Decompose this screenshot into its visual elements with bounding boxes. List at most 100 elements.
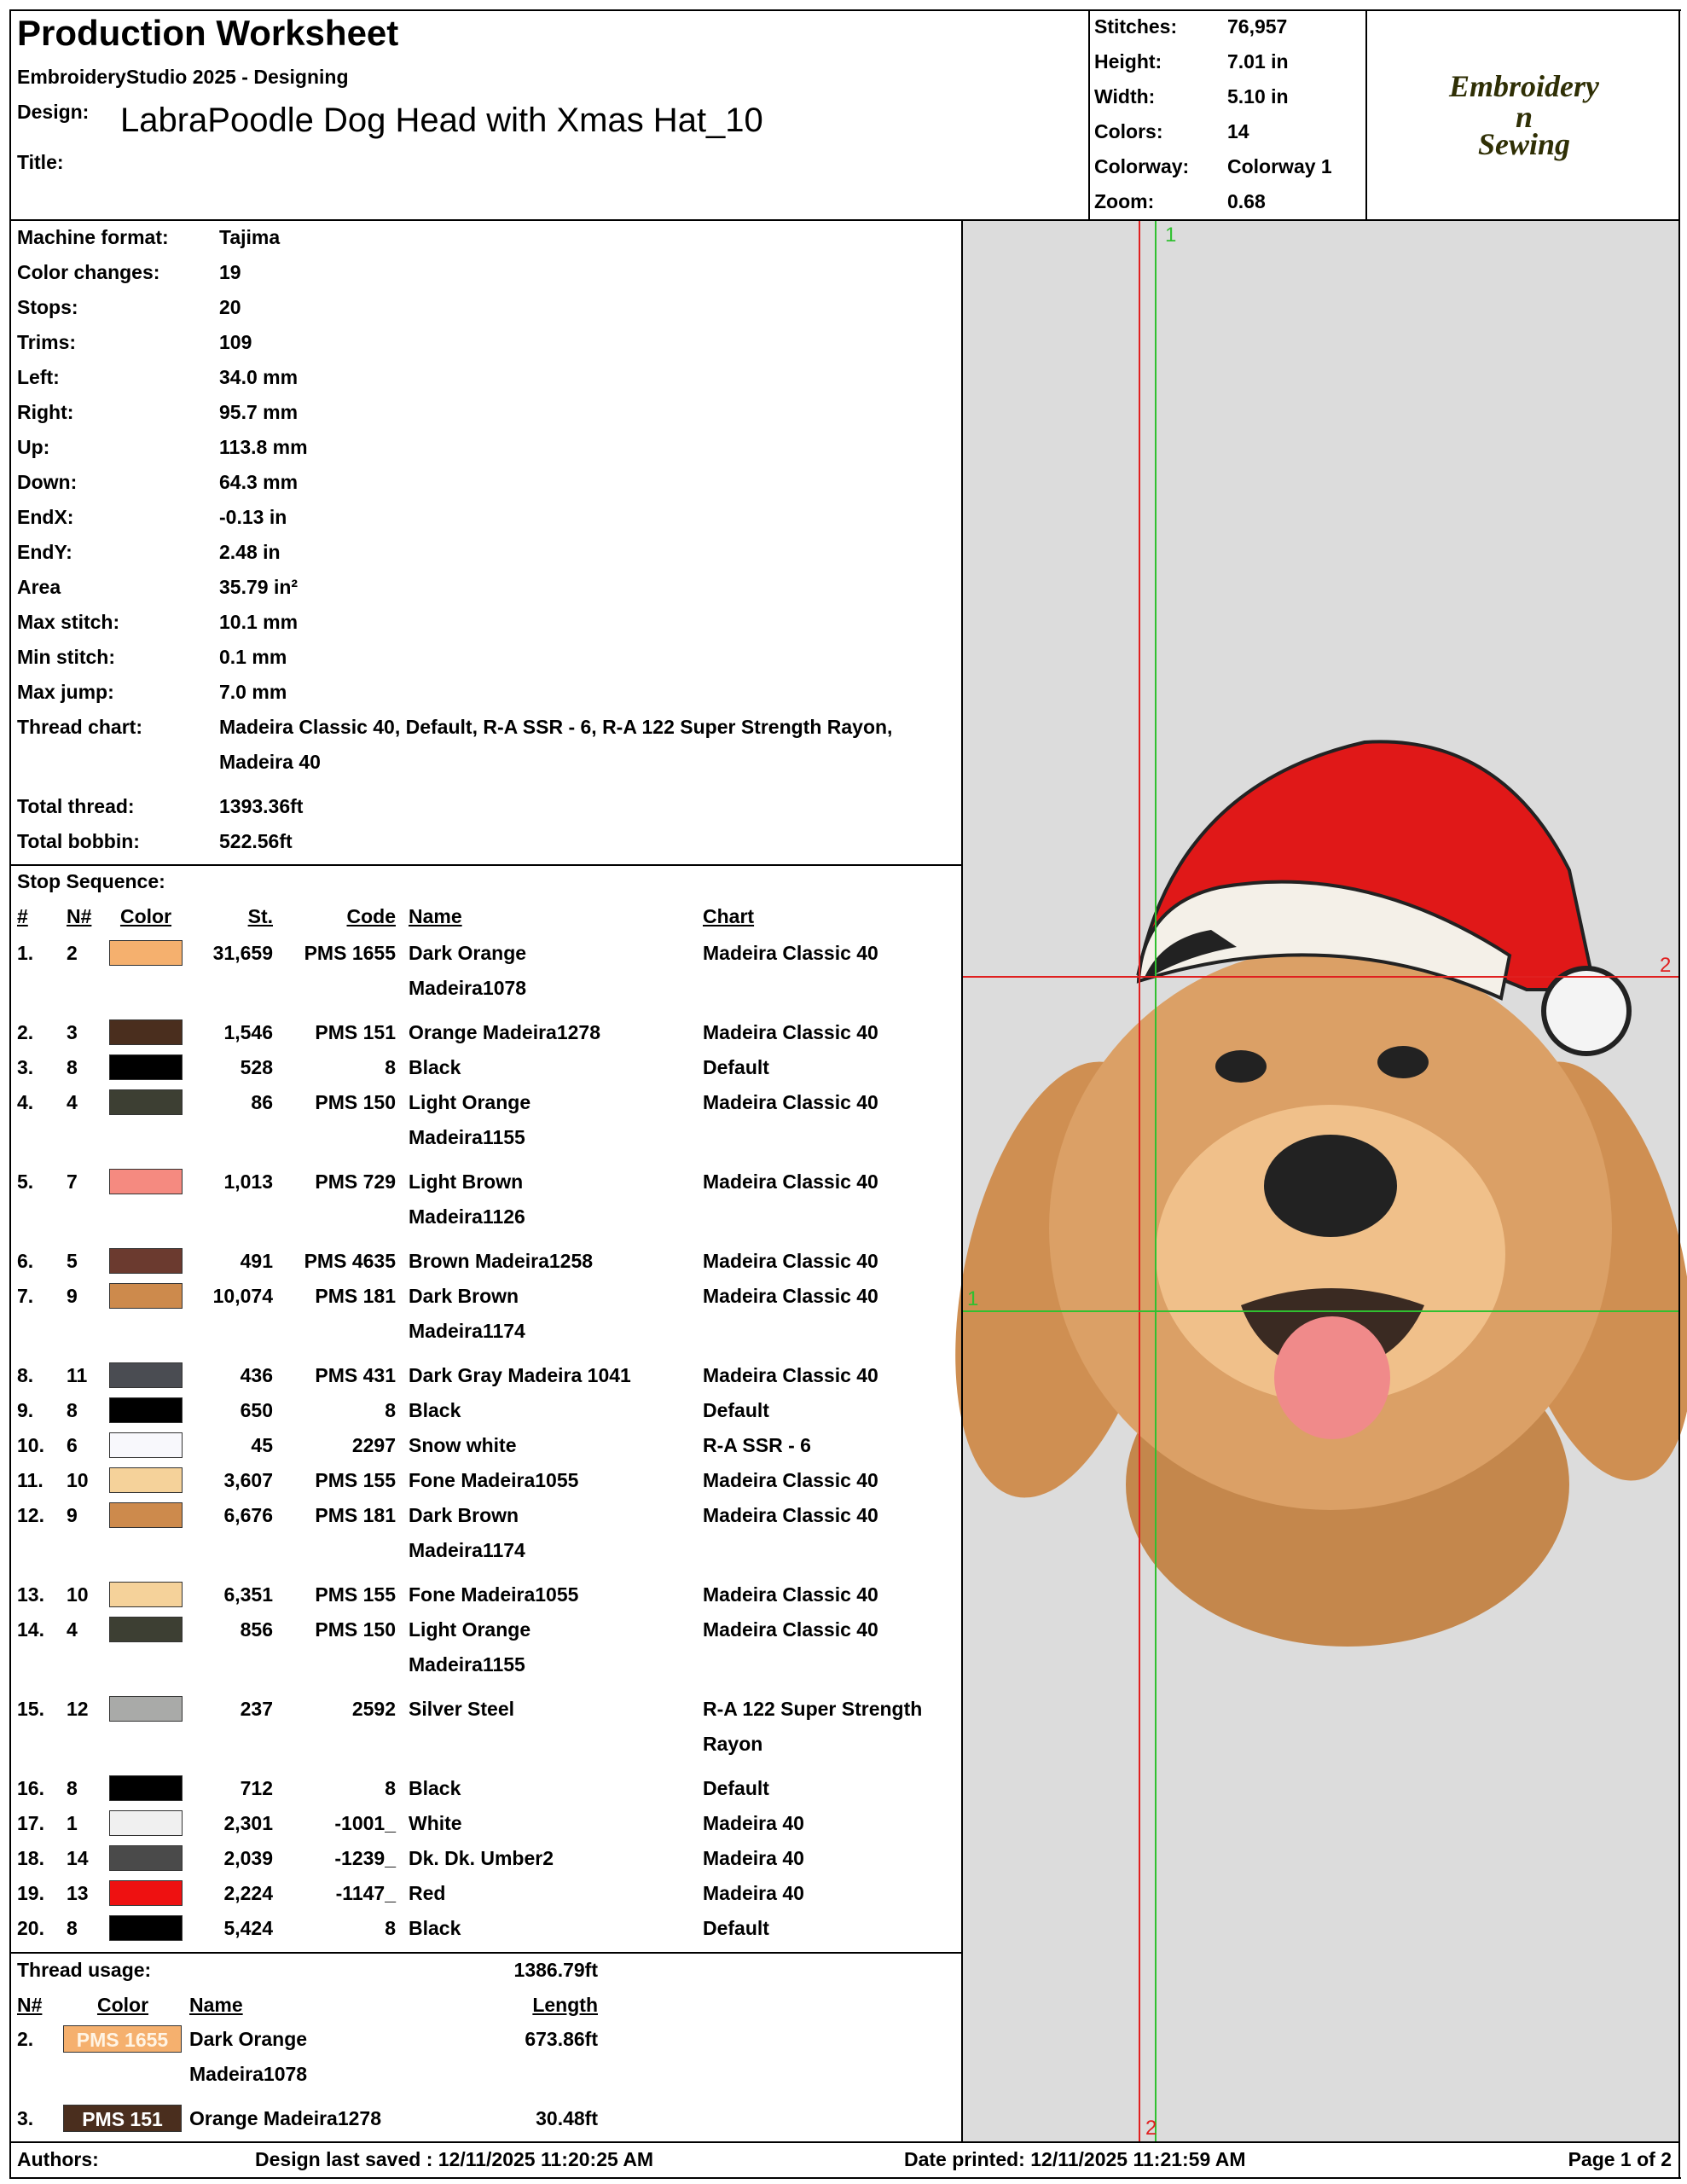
thread-name: Black [409,1917,461,1939]
color-swatch [109,1915,183,1941]
thread-name: Dk. Dk. Umber2 [409,1847,554,1869]
thread-name: Madeira1155 [409,1653,525,1676]
thread-code: PMS 4635 [304,1250,396,1272]
property-value: 20 [219,296,241,318]
worksheet-title: Production Worksheet [17,13,399,53]
thread-code: PMS 150 [315,1618,396,1641]
thread-name: Red [409,1882,446,1904]
property-value: 109 [219,331,252,353]
thread-chart: Madeira Classic 40 [703,942,878,964]
property-value: 7.0 mm [219,681,287,703]
thread-name: Dark Orange [189,2028,308,2050]
thread-code: -1239_ [334,1847,396,1869]
section-title: Stop Sequence: [17,870,165,892]
thread-code: 8 [385,1777,396,1799]
color-swatch [109,1089,183,1115]
thread-name: Madeira1155 [409,1126,525,1148]
color-swatch [109,1467,183,1493]
property-label: Area [17,576,61,598]
needle-number: 7 [67,1170,78,1193]
property-label: Right: [17,401,74,423]
property-value: Tajima [219,226,281,248]
stitch-count: 2,224 [223,1882,273,1904]
needle-number: 8 [67,1917,78,1939]
footer-printed: Date printed: 12/11/2025 11:21:59 AM [904,2148,1246,2170]
footer-authors: Authors: [17,2148,99,2170]
guide-label: 2 [1145,2117,1157,2140]
thread-chart: Madeira Classic 40 [703,1250,878,1272]
summary-value: 76,957 [1227,15,1288,38]
thread-code: PMS 181 [315,1285,396,1307]
thread-chart: Default [703,1917,769,1939]
thread-code: PMS 151 [315,1021,396,1043]
stop-number: 19. [17,1882,44,1904]
column-header: Chart [703,905,755,927]
stitch-count: 6,351 [223,1583,273,1606]
title-label: Title: [17,151,64,173]
property-label: Down: [17,471,78,493]
property-value: 35.79 in² [219,576,299,598]
stitch-count: 712 [240,1777,273,1799]
rule [9,219,1680,221]
stitch-count: 2,301 [223,1812,273,1834]
needle-number: 14 [67,1847,89,1869]
property-label: Left: [17,366,60,388]
stop-number: 9. [17,1399,34,1421]
thread-name: Madeira1174 [409,1320,525,1342]
needle-number: 10 [67,1583,89,1606]
stitch-count: 436 [240,1364,273,1386]
rule [9,1952,962,1954]
summary-value: 0.68 [1227,190,1266,212]
footer-page: Page 1 of 2 [1568,2148,1672,2170]
color-swatch [109,1054,183,1080]
guide-label: 1 [967,1287,978,1310]
thread-name: Snow white [409,1434,517,1456]
needle-number: 8 [67,1777,78,1799]
property-label: Thread chart: [17,716,142,738]
stitch-count: 5,424 [223,1917,273,1939]
property-label: Stops: [17,296,78,318]
stitch-count: 856 [240,1618,273,1641]
thread-code: PMS 431 [315,1364,396,1386]
stop-number: 4. [17,1091,34,1113]
stop-number: 2. [17,1021,34,1043]
thread-length: 673.86ft [525,2028,598,2050]
summary-label: Zoom: [1094,190,1155,212]
summary-label: Width: [1094,85,1156,107]
property-value: 2.48 in [219,541,281,563]
property-value: 95.7 mm [219,401,299,423]
summary-label: Colors: [1094,120,1163,142]
thread-chart: Madeira Classic 40 [703,1364,878,1386]
column-header: Color [119,905,172,927]
color-swatch [109,1362,183,1388]
stop-number: 11. [17,1469,43,1491]
property-value: 522.56ft [219,830,293,852]
property-value: 10.1 mm [219,611,299,633]
thread-code: 2592 [351,1698,396,1720]
thread-chart: Madeira Classic 40 [703,1583,878,1606]
thread-name: Madeira1078 [409,977,527,999]
color-swatch [109,1397,183,1423]
thread-code: PMS 181 [315,1504,396,1526]
color-swatch [109,1248,183,1274]
needle-number: 8 [67,1056,78,1078]
column-header: # [17,905,28,927]
thread-name: Madeira1078 [189,2063,308,2085]
thread-code: -1147_ [335,1882,396,1904]
needle-number: 12 [67,1698,89,1720]
property-label: Total bobbin: [17,830,140,852]
needle-number: 13 [67,1882,89,1904]
thread-chart: Madeira Classic 40 [703,1618,878,1641]
column-header: Length [532,1994,598,2016]
property-value: 19 [219,261,241,283]
thread-chart: Default [703,1056,769,1078]
needle-number: 9 [67,1504,78,1526]
thread-chart: Madeira Classic 40 [703,1170,878,1193]
thread-name: Dark Brown [409,1285,519,1307]
thread-code: PMS 150 [315,1091,396,1113]
thread-chart: Madeira Classic 40 [703,1091,878,1113]
property-value: Madeira Classic 40, Default, R-A SSR - 6… [219,716,893,773]
stop-number: 5. [17,1170,34,1193]
needle-number: 1 [67,1812,78,1834]
thread-name: Fone Madeira1055 [409,1469,579,1491]
